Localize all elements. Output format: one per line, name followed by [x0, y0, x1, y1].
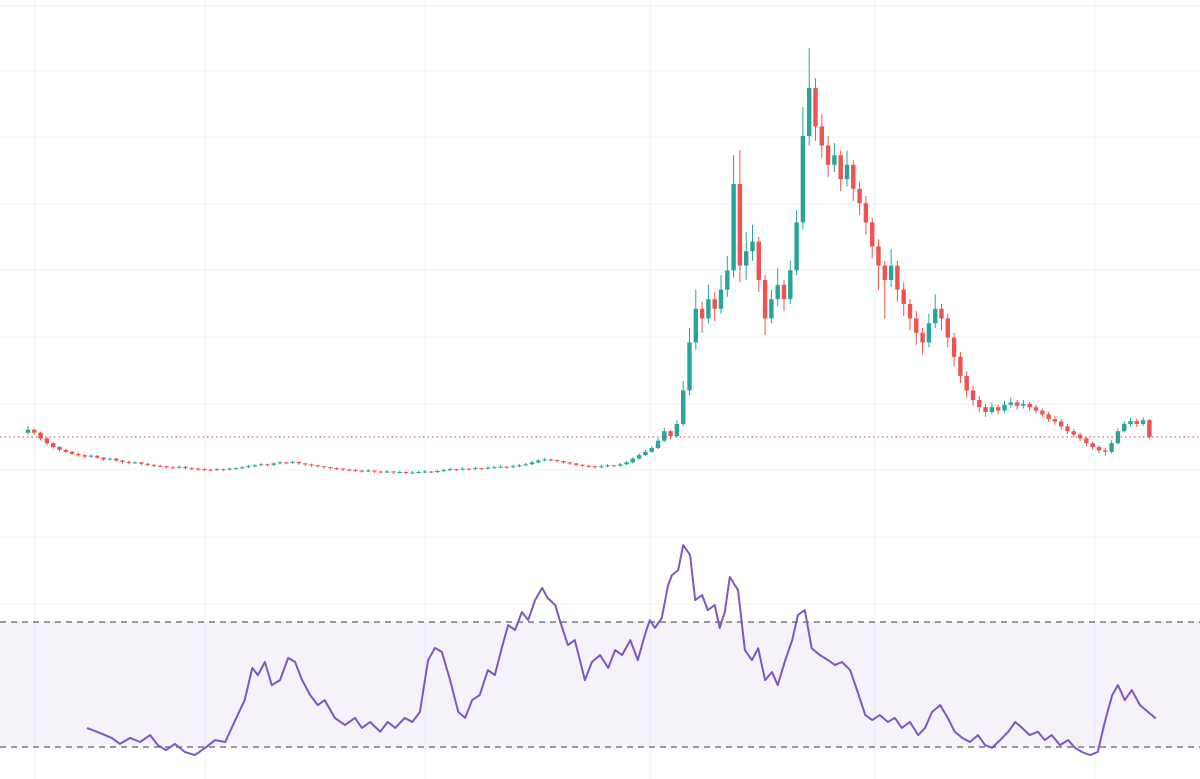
candlestick-series: [25, 48, 1152, 475]
rsi-indicator-pane[interactable]: [0, 544, 1200, 757]
price-pane[interactable]: [0, 48, 1200, 475]
rsi-band-fill: [0, 622, 1200, 747]
rsi-line: [86, 544, 1157, 757]
